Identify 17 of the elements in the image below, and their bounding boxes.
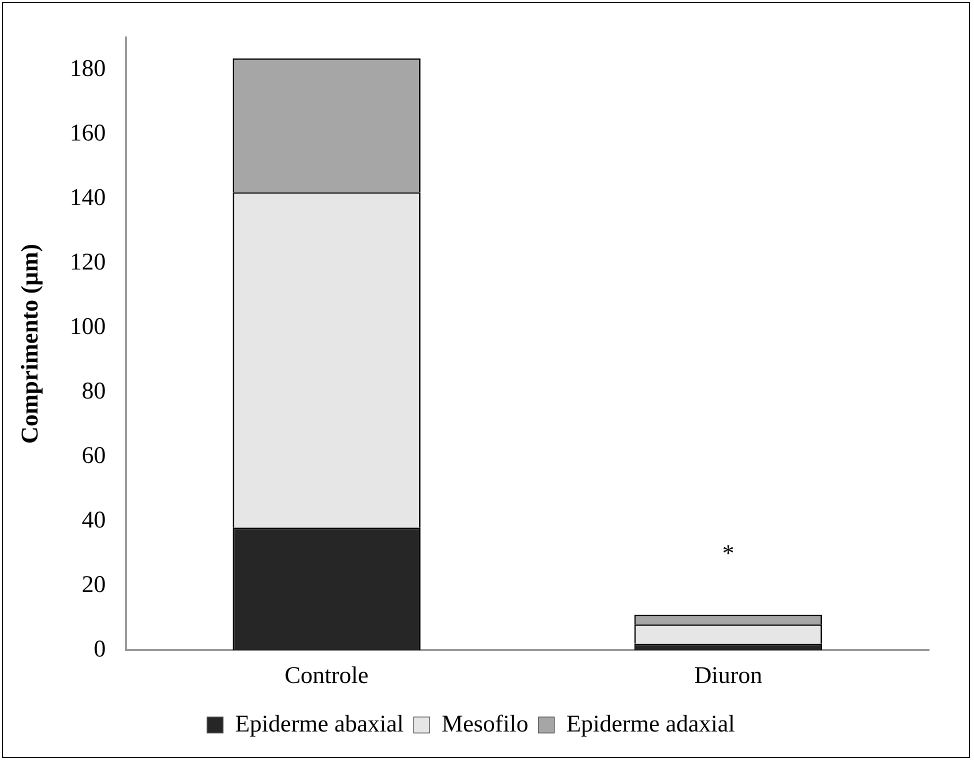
y-tick-label: 80 (82, 378, 106, 404)
x-tick-label: Controle (284, 662, 369, 689)
y-tick-label: 100 (70, 314, 106, 340)
y-tick-label: 140 (70, 184, 106, 211)
y-tick-label: 0 (94, 636, 106, 662)
annotation: * (722, 541, 734, 568)
y-tick-label: 60 (82, 442, 106, 469)
legend-label: Mesofilo (442, 711, 528, 738)
x-tick-label: Diuron (694, 662, 762, 689)
y-tick-label: 40 (82, 507, 106, 534)
legend-label: Epiderme adaxial (566, 711, 736, 738)
y-axis-title: Comprimento (µm) (18, 244, 44, 444)
y-tick-label: 20 (82, 572, 106, 598)
y-tick-label: 180 (70, 56, 106, 82)
y-tick-label: 160 (70, 120, 106, 146)
y-tick-label: 120 (70, 249, 106, 276)
legend-label: Epiderme abaxial (235, 711, 404, 738)
